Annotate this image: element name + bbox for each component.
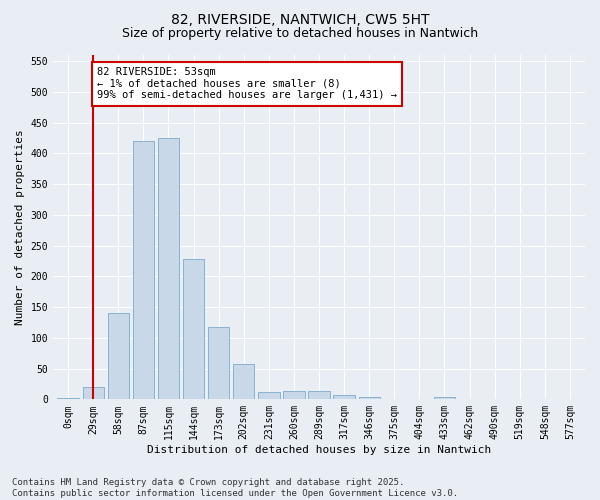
Text: 82 RIVERSIDE: 53sqm
← 1% of detached houses are smaller (8)
99% of semi-detached: 82 RIVERSIDE: 53sqm ← 1% of detached hou… — [97, 68, 397, 100]
Bar — [559, 398, 581, 400]
Bar — [359, 398, 380, 400]
Y-axis label: Number of detached properties: Number of detached properties — [15, 130, 25, 325]
Bar — [283, 392, 305, 400]
X-axis label: Distribution of detached houses by size in Nantwich: Distribution of detached houses by size … — [147, 445, 491, 455]
Bar — [233, 364, 254, 400]
Bar — [258, 392, 280, 400]
Bar — [383, 398, 405, 400]
Bar — [208, 328, 229, 400]
Bar — [83, 387, 104, 400]
Bar — [334, 395, 355, 400]
Bar — [183, 259, 204, 400]
Bar — [158, 138, 179, 400]
Text: 82, RIVERSIDE, NANTWICH, CW5 5HT: 82, RIVERSIDE, NANTWICH, CW5 5HT — [171, 12, 429, 26]
Bar — [133, 141, 154, 400]
Bar — [434, 398, 455, 400]
Bar — [308, 392, 329, 400]
Text: Contains HM Land Registry data © Crown copyright and database right 2025.
Contai: Contains HM Land Registry data © Crown c… — [12, 478, 458, 498]
Bar — [58, 398, 79, 400]
Text: Size of property relative to detached houses in Nantwich: Size of property relative to detached ho… — [122, 28, 478, 40]
Bar — [107, 313, 129, 400]
Bar — [459, 398, 480, 400]
